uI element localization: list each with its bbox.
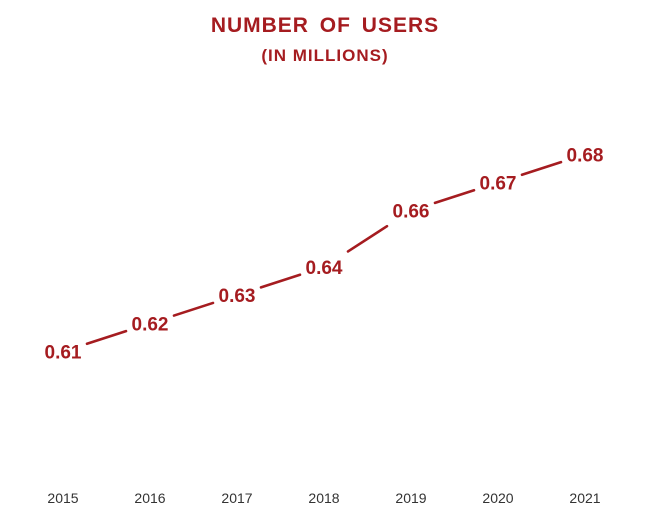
data-label-2019: 0.66 [393,202,430,223]
x-tick-label-2016: 2016 [134,490,165,506]
series-line-group [85,160,563,346]
x-tick-label-2020: 2020 [482,490,513,506]
series-segment-2015-2016 [85,329,128,346]
x-tick-label-2017: 2017 [221,490,252,506]
data-label-2017: 0.63 [219,286,256,307]
x-axis-labels: 2015 2016 2017 2018 2019 2020 2021 [47,490,600,506]
series-segment-2019-2020 [433,188,476,205]
chart-title-block: NUMBER OF USERS (IN MILLIONS) [0,12,650,68]
data-label-2016: 0.62 [132,314,169,335]
x-tick-label-2019: 2019 [395,490,426,506]
data-labels: 0.61 0.62 0.63 0.64 0.66 0.67 0.68 [45,145,604,363]
x-tick-label-2021: 2021 [569,490,600,506]
data-label-2020: 0.67 [480,174,517,195]
data-label-2021: 0.68 [567,145,604,166]
series-segment-2016-2017 [172,301,215,317]
series-segment-2020-2021 [520,160,563,177]
series-segment-2018-2019 [346,224,389,253]
drop-lines [62,168,586,448]
data-label-2018: 0.64 [306,258,343,279]
chart-subtitle: (IN MILLIONS) [261,46,389,65]
data-label-2015: 0.61 [45,343,82,364]
x-tick-label-2018: 2018 [308,490,339,506]
series-segment-2017-2018 [259,273,302,289]
chart-title: NUMBER OF USERS [210,14,440,37]
x-tick-label-2015: 2015 [47,490,78,506]
